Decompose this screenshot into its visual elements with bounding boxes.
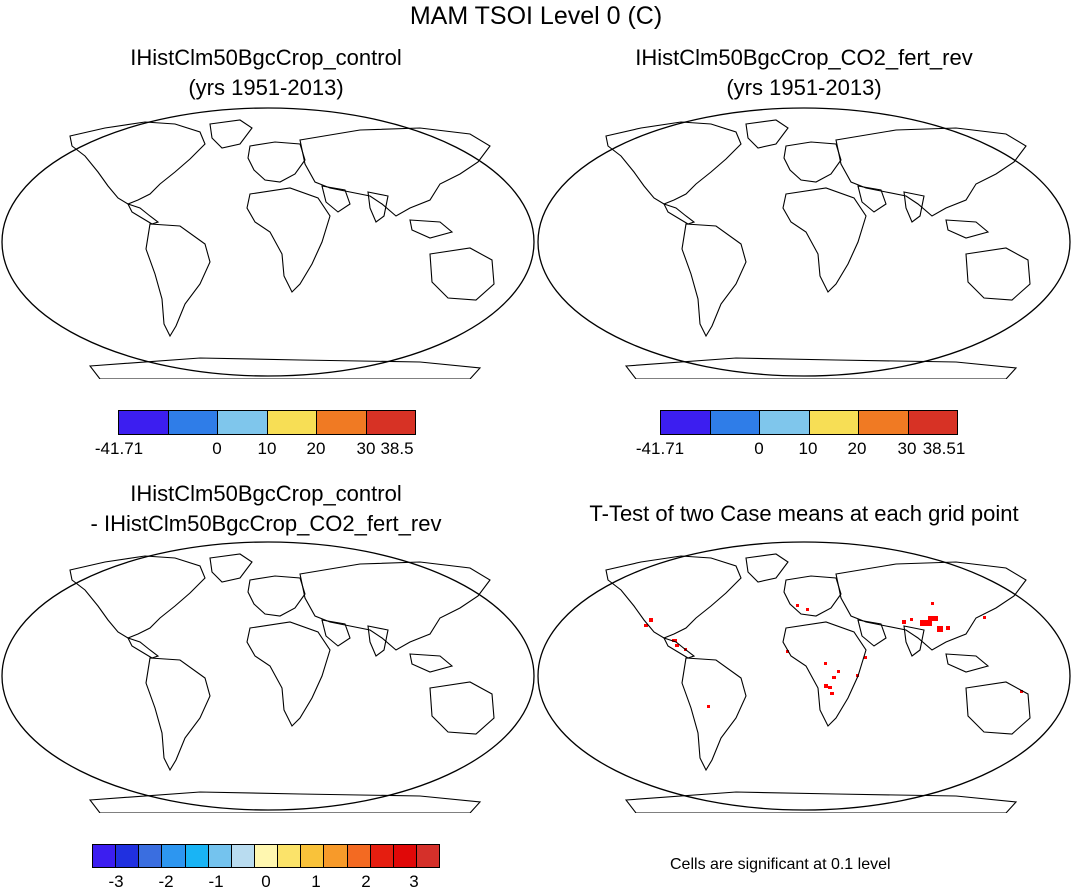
colorbar-tick-label: 1	[311, 872, 321, 891]
panel-subtitle-co2-years: (yrs 1951-2013)	[726, 75, 882, 100]
colorbar-swatch	[278, 845, 302, 867]
colorbar-tick-label: 2	[361, 872, 371, 891]
colorbar-swatch	[859, 411, 909, 434]
colorbar-swatch	[218, 411, 268, 434]
colorbar-swatch	[208, 845, 232, 867]
colorbar-swatch	[139, 845, 163, 867]
colorbar-swatch	[267, 411, 317, 434]
map-difference	[1, 541, 535, 813]
figure-title: MAM TSOI Level 0 (C)	[409, 2, 663, 30]
colorbar-tick-label: 20	[847, 439, 867, 458]
colorbar-tick-label: -41.71	[635, 439, 685, 458]
colorbar-swatch	[254, 845, 279, 867]
colorbar-swatch	[324, 845, 348, 867]
colorbar-tick-label: 0	[212, 439, 222, 458]
colorbar-tick-label: 3	[409, 872, 419, 891]
colorbar-control	[118, 410, 416, 435]
colorbar-tick-label: 0	[754, 439, 764, 458]
colorbar-swatch	[116, 845, 140, 867]
colorbar-swatch	[393, 845, 417, 867]
colorbar-tick-label: 38.5	[380, 439, 414, 458]
colorbar-swatch	[317, 411, 367, 434]
colorbar-swatch	[760, 411, 810, 434]
colorbar-tick-label: 10	[257, 439, 277, 458]
map-ttest	[537, 541, 1071, 813]
colorbar-tick-label: -2	[158, 872, 174, 891]
significance-note: Cells are significant at 0.1 level	[670, 856, 891, 873]
colorbar-tick-label: 38.51	[922, 439, 966, 458]
panel-title-co2-fert-rev: IHistClm50BgcCrop_CO2_fert_rev	[635, 45, 973, 70]
colorbar-difference	[92, 844, 440, 868]
colorbar-swatch	[301, 845, 325, 867]
colorbar-swatch	[710, 411, 760, 434]
colorbar-swatch	[416, 845, 440, 867]
colorbar-tick-label: -1	[208, 872, 224, 891]
colorbar-tick-label: 0	[261, 872, 271, 891]
colorbar-swatch	[162, 845, 186, 867]
colorbar-swatch	[661, 411, 711, 434]
colorbar-swatch	[231, 845, 255, 867]
map-control	[1, 107, 535, 379]
colorbar-tick-label: 30	[356, 439, 376, 458]
colorbar-tick-label: 20	[306, 439, 326, 458]
colorbar-swatch	[185, 845, 209, 867]
colorbar-swatch	[370, 845, 394, 867]
panel-title-ttest: T-Test of two Case means at each grid po…	[589, 501, 1019, 526]
map-co2-fert-rev	[537, 107, 1071, 379]
colorbar-swatch	[119, 411, 169, 434]
panel-subtitle-difference: - IHistClm50BgcCrop_CO2_fert_rev	[90, 511, 442, 536]
panel-title-difference: IHistClm50BgcCrop_control	[130, 481, 402, 506]
colorbar-tick-label: 30	[897, 439, 917, 458]
colorbar-swatch	[366, 411, 415, 434]
colorbar-tick-label: -41.71	[94, 439, 144, 458]
colorbar-co2	[660, 410, 958, 435]
panel-title-control: IHistClm50BgcCrop_control	[130, 45, 402, 70]
colorbar-swatch	[93, 845, 117, 867]
colorbar-swatch	[347, 845, 371, 867]
colorbar-swatch	[908, 411, 957, 434]
colorbar-tick-label: 10	[798, 439, 818, 458]
colorbar-swatch	[809, 411, 859, 434]
panel-subtitle-control-years: (yrs 1951-2013)	[188, 75, 344, 100]
colorbar-tick-label: -3	[108, 872, 124, 891]
colorbar-swatch	[168, 411, 218, 434]
